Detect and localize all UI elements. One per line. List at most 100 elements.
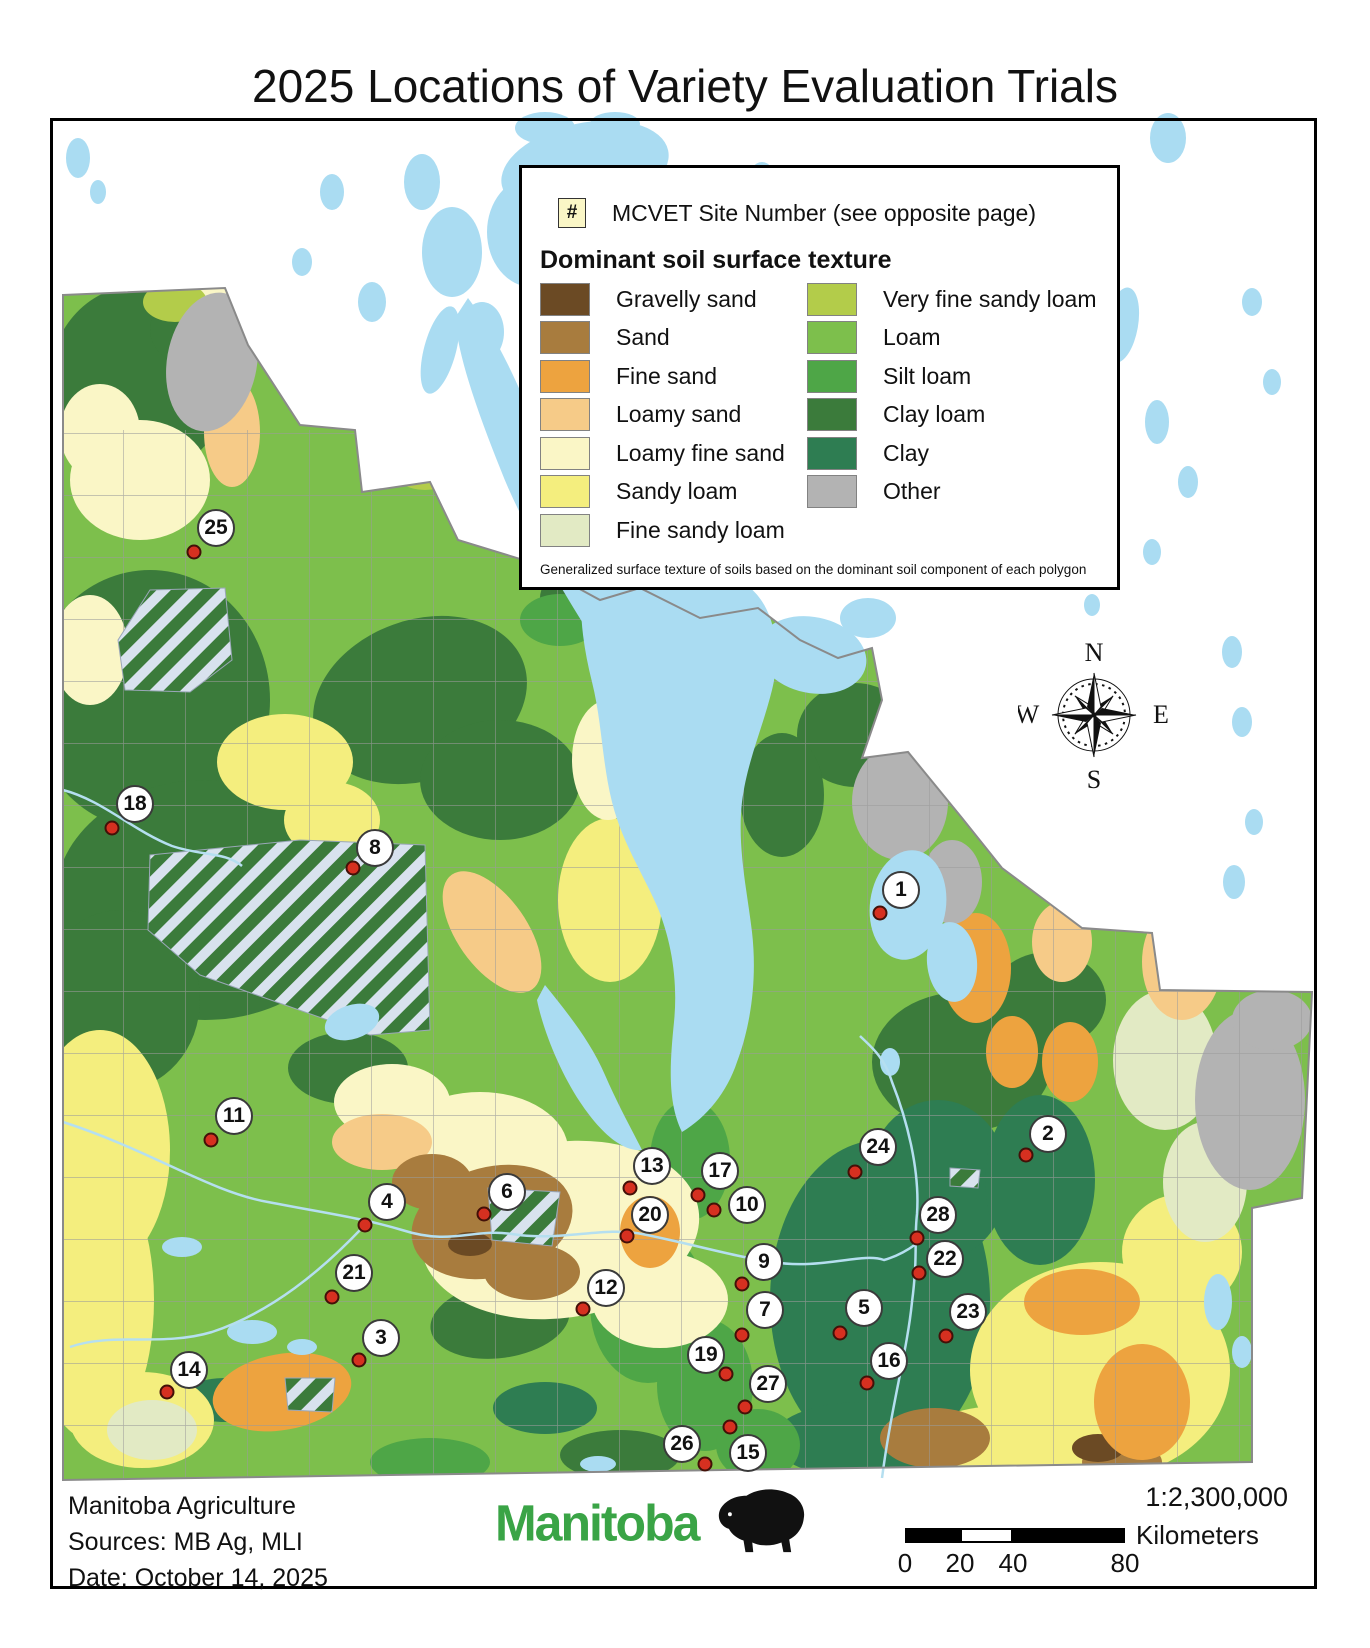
site-marker-16: 16 [870,1342,908,1380]
credit-agency: Manitoba Agriculture [68,1492,296,1520]
site-dot-13 [622,1180,638,1196]
legend-item: Silt loam [807,357,1097,396]
compass-east-label: E [1153,700,1169,729]
compass-north-label: N [1085,638,1104,667]
site-marker-5: 5 [845,1289,883,1327]
legend-site-row: # MCVET Site Number (see opposite page) [558,198,1036,228]
scale-bar [905,1528,1125,1543]
site-marker-1: 1 [882,871,920,909]
legend-column-left: Gravelly sand Sand Fine sand Loamy sand Loam… [540,280,785,550]
legend-swatch [807,475,857,509]
site-dot-10 [706,1202,722,1218]
site-dot-15 [722,1419,738,1435]
site-marker-27: 27 [749,1365,787,1403]
hatched-areas [117,587,981,1413]
site-marker-6: 6 [488,1173,526,1211]
legend-swatch [540,321,590,355]
legend-swatch [807,282,857,316]
site-dot-24 [847,1164,863,1180]
legend-label: Sand [616,324,670,351]
legend-swatch [540,436,590,470]
legend-item: Other [807,473,1097,512]
legend-swatch [807,436,857,470]
legend-label: Clay [883,439,930,466]
scale-tick-80: 80 [1110,1548,1140,1578]
site-dot-21 [324,1289,340,1305]
legend-item: Fine sand [540,357,785,396]
scale-tick-0: 0 [897,1548,913,1578]
site-marker-19: 19 [687,1336,725,1374]
scale-ratio: 1:2,300,000 [1145,1482,1288,1512]
legend-label: Clay loam [883,401,986,428]
legend-item: Clay loam [807,396,1097,435]
legend-label: Fine sandy loam [616,516,785,543]
scale-unit-label: Kilometers [1136,1520,1259,1550]
page-title: 2025 Locations of Variety Evaluation Tri… [252,59,1118,112]
site-dot-3 [351,1352,367,1368]
legend-item: Gravelly sand [540,280,785,319]
legend-swatch [540,398,590,432]
legend-note: Generalized surface texture of soils bas… [540,562,1087,577]
legend-label: Sandy loam [616,478,738,505]
site-marker-17: 17 [701,1152,739,1190]
site-dot-18 [104,820,120,836]
site-dot-20 [619,1228,635,1244]
legend-item: Sand [540,319,785,358]
legend-site-label: MCVET Site Number (see opposite page) [612,199,1036,226]
site-dot-27 [737,1399,753,1415]
legend-swatch [540,475,590,509]
legend-heading: Dominant soil surface texture [540,246,892,274]
site-dot-1 [872,905,888,921]
legend-swatch [540,282,590,316]
site-marker-10: 10 [728,1186,766,1224]
bison-icon [719,1489,805,1553]
credits-block: Manitoba Agriculture Sources: MB Ag, MLI… [68,1488,328,1596]
legend-item: Loamy sand [540,396,785,435]
legend-swatch [540,359,590,393]
credit-date: Date: October 14, 2025 [68,1564,328,1592]
compass-rose: N E S W [1018,638,1169,793]
site-marker-7: 7 [746,1291,784,1329]
compass-west-label: W [1018,700,1040,729]
site-marker-26: 26 [663,1425,701,1463]
legend-item: Very fine sandy loam [807,280,1097,319]
scale-segment-black-1 [905,1528,960,1543]
legend-label: Silt loam [883,362,972,389]
legend-item: Fine sandy loam [540,511,785,550]
legend-label: Other [883,478,941,505]
credit-sources: Sources: MB Ag, MLI [68,1528,303,1556]
site-marker-15: 15 [729,1434,767,1472]
legend-swatch [807,398,857,432]
site-marker-3: 3 [362,1319,400,1357]
site-dot-7 [734,1327,750,1343]
site-marker-20: 20 [631,1196,669,1234]
legend-item: Clay [807,434,1097,473]
site-marker-28: 28 [919,1196,957,1234]
legend-label: Loamy sand [616,401,742,428]
site-dot-2 [1018,1147,1034,1163]
site-dot-12 [575,1301,591,1317]
site-marker-13: 13 [633,1147,671,1185]
legend-swatch [540,513,590,547]
site-marker-11: 11 [215,1097,253,1135]
scale-tick-40: 40 [998,1548,1028,1578]
legend-label: Gravelly sand [616,285,757,312]
site-marker-21: 21 [335,1254,373,1292]
site-dot-5 [832,1325,848,1341]
site-dot-9 [734,1276,750,1292]
site-marker-14: 14 [170,1351,208,1389]
scale-segment-white [960,1528,1013,1543]
scale-block: 1:2,300,000 Kilometers 0 20 40 80 [860,1482,1300,1582]
legend-label: Very fine sandy loam [883,285,1097,312]
site-dot-4 [357,1217,373,1233]
site-dot-22 [911,1265,927,1281]
site-dot-26 [697,1456,713,1472]
province-outline [62,286,1314,1482]
site-dot-19 [718,1366,734,1382]
site-marker-22: 22 [926,1240,964,1278]
site-marker-24: 24 [859,1128,897,1166]
site-dot-17 [690,1187,706,1203]
site-dot-6 [476,1206,492,1222]
legend-label: Fine sand [616,362,718,389]
